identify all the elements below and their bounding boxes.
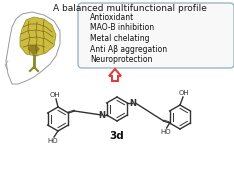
Text: A balanced multifunctional profile: A balanced multifunctional profile [53,4,207,13]
Polygon shape [109,69,121,81]
Text: Neuroprotection: Neuroprotection [90,55,152,64]
Text: 3d: 3d [110,131,124,141]
Text: Anti Aβ aggregation: Anti Aβ aggregation [90,44,167,53]
Text: Metal chelating: Metal chelating [90,34,150,43]
Text: OH: OH [50,92,60,98]
Text: HO: HO [48,138,58,144]
Text: N: N [98,111,105,119]
Text: OH: OH [179,90,189,96]
Text: N: N [129,98,136,108]
Text: Antioxidant: Antioxidant [90,13,134,22]
Text: HO: HO [160,129,171,135]
Polygon shape [28,45,40,56]
Polygon shape [20,17,56,56]
FancyBboxPatch shape [78,3,234,68]
Text: MAO-B inhibition: MAO-B inhibition [90,23,154,33]
